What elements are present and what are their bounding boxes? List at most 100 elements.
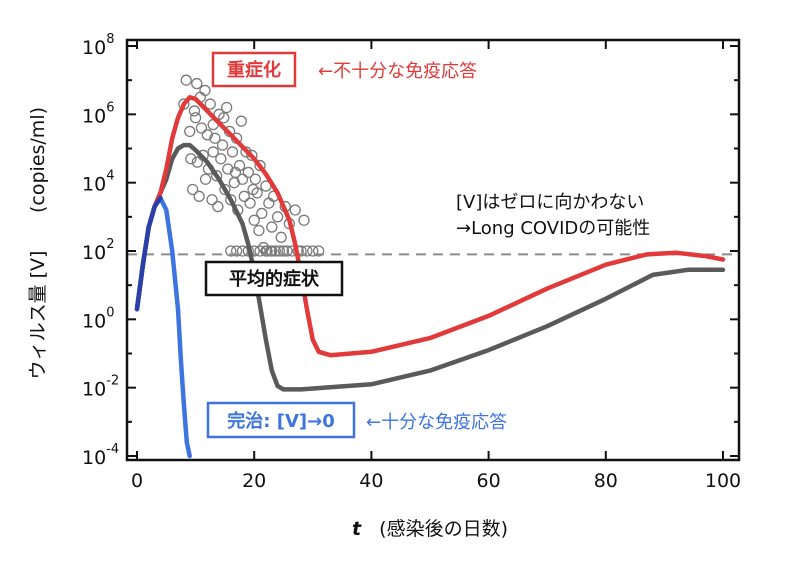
y-axis-unit: (copies/ml) (27, 107, 49, 213)
long-covid-note-line2: →Long COVIDの可能性 (456, 218, 650, 239)
cure-label-box (206, 401, 356, 439)
scatter-point (236, 173, 249, 185)
scatter-point (185, 153, 197, 165)
scatter-point (277, 245, 290, 257)
series-line-1 (134, 142, 726, 392)
scatter-point (244, 197, 256, 209)
scatter-point (195, 122, 208, 134)
severe-note: ←不十分な免疫応答 (318, 61, 477, 82)
scatter-point (212, 200, 224, 213)
scatter-point (256, 207, 268, 220)
scatter-points (178, 74, 325, 257)
shared-early-segment (134, 195, 163, 312)
scatter-point (225, 245, 237, 257)
plot-frame (125, 38, 741, 462)
y-tick-base: 10 (82, 310, 106, 332)
scatter-point (307, 245, 319, 257)
long-covid-note-line1: [V]はゼロに向かわない (456, 192, 644, 213)
scatter-point (230, 245, 243, 257)
y-tick-exponent: 6 (106, 100, 114, 115)
scatter-point (218, 112, 230, 124)
scatter-point (215, 153, 227, 165)
x-axis-title: t (感染後の日数) (352, 518, 508, 540)
cure-label: 完治: [V]→0 (227, 410, 334, 432)
scatter-point (289, 204, 301, 216)
series-lines (134, 95, 726, 459)
scatter-point (191, 156, 204, 168)
y-tick-base: 10 (82, 379, 106, 401)
scatter-point (189, 112, 202, 124)
scatter-point (254, 245, 266, 257)
scatter-point (266, 221, 278, 233)
x-tick-label: 0 (131, 470, 143, 492)
scatter-point (222, 163, 234, 175)
scatter-point (201, 129, 213, 141)
scatter-point (180, 74, 192, 86)
x-tick-label: 100 (705, 470, 741, 492)
scatter-point (206, 194, 218, 206)
y-tick-base: 10 (82, 447, 106, 469)
severe-label-box (211, 51, 297, 88)
y-tick-label: 102 (82, 237, 114, 264)
x-tick-label: 20 (242, 470, 266, 492)
y-tick-exponent: 2 (106, 237, 114, 252)
scatter-point (248, 214, 260, 226)
y-tick-base: 10 (82, 37, 106, 59)
scatter-point (266, 245, 278, 257)
y-tick-base: 10 (82, 174, 106, 196)
x-axis-label-text: (感染後の日数) (379, 518, 508, 540)
y-axis-title: ウィルス量 [V] (27, 251, 49, 380)
scatter-point (263, 197, 275, 209)
scatter-point (240, 146, 252, 158)
scatter-point (204, 98, 216, 110)
series-line-2 (134, 195, 192, 459)
scatter-point (207, 146, 219, 158)
scatter-point (281, 245, 293, 257)
y-tick-label: 106 (82, 100, 114, 127)
scatter-point (216, 139, 229, 151)
scatter-point (229, 166, 242, 179)
scatter-point (221, 101, 233, 114)
scatter-point (193, 190, 205, 202)
scatter-point (219, 183, 231, 196)
scatter-point (254, 159, 266, 172)
y-tick-label: 108 (82, 32, 114, 59)
scatter-point (271, 211, 284, 223)
scatter-point (247, 183, 259, 196)
y-tick-label: 10-4 (82, 442, 119, 469)
scatter-point (301, 245, 313, 257)
scatter-point (187, 183, 199, 196)
scatter-point (253, 224, 265, 237)
scatter-point (238, 190, 250, 202)
scatter-point (246, 149, 258, 161)
x-tick-label: 80 (594, 470, 618, 492)
scatter-point (211, 170, 223, 182)
y-tick-label: 10-2 (82, 374, 119, 401)
scatter-point (191, 77, 203, 90)
y-tick-label: 100 (82, 305, 114, 332)
scatter-point (275, 231, 287, 243)
series-line-0 (134, 95, 726, 358)
x-tick-label: 60 (477, 470, 501, 492)
scatter-point (188, 105, 201, 117)
y-tick-exponent: 0 (106, 305, 114, 320)
y-tick-base: 10 (82, 105, 106, 127)
scatter-point (298, 214, 310, 226)
scatter-point (199, 84, 211, 97)
scatter-point (209, 132, 221, 144)
scatter-point (249, 173, 262, 185)
scatter-point (260, 245, 272, 257)
x-axis-variable: t (352, 518, 362, 540)
scatter-point (313, 245, 325, 257)
scatter-point (184, 125, 196, 138)
y-tick-exponent: -4 (106, 442, 119, 457)
x-tick-label: 40 (359, 470, 383, 492)
average-label-box (204, 260, 344, 297)
scatter-point (242, 166, 254, 179)
y-tick-label: 104 (82, 169, 114, 196)
cure-note: ←十分な免疫応答 (366, 412, 507, 433)
scatter-point (226, 146, 239, 158)
scatter-point (235, 115, 247, 127)
